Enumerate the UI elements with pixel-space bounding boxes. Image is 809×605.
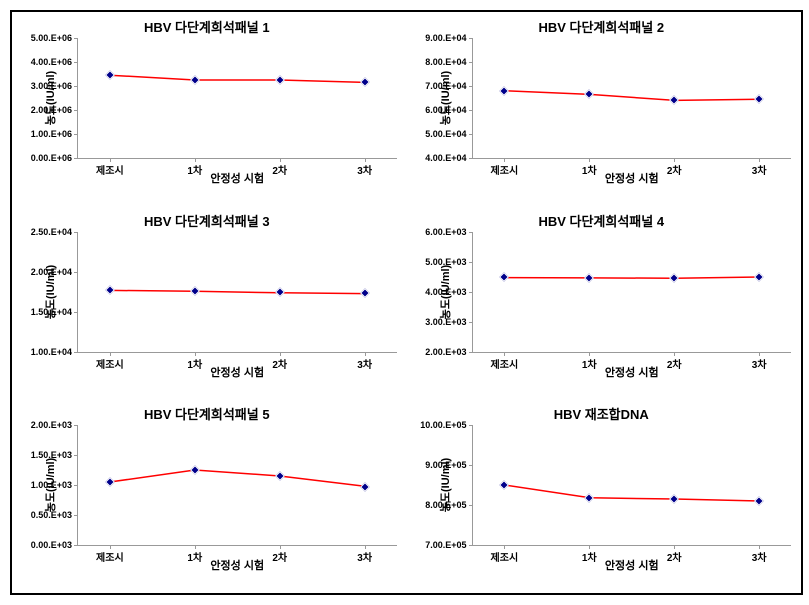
x-tick-label: 2차 <box>667 356 682 371</box>
y-tick-label: 6.00.E+03 <box>425 227 466 237</box>
x-axis-label: 안정성 시험 <box>605 557 659 573</box>
plot-area: 농도(IU/ml)1.00.E+041.50.E+042.00.E+042.50… <box>77 232 397 353</box>
data-layer <box>78 232 397 352</box>
y-tick-label: 9.00.E+05 <box>425 460 466 470</box>
x-axis-label: 안정성 시험 <box>605 170 659 186</box>
chart-panel-1: HBV 다단계희석패널 1농도(IU/ml)0.00.E+061.00.E+06… <box>12 12 407 206</box>
x-tick-label: 3차 <box>752 356 767 371</box>
y-tick-label: 2.50.E+04 <box>31 227 72 237</box>
data-layer <box>78 425 397 545</box>
chart-title: HBV 다단계희석패널 4 <box>412 211 792 230</box>
y-tick-label: 0.00.E+03 <box>31 540 72 550</box>
chart-panel-6: HBV 재조합DNA 농도(IU/ml)7.00.E+058.00.E+059.0… <box>407 399 802 593</box>
chart-panel-5: HBV 다단계희석패널 5 농도(IU/ml)0.00.E+030.50.E+03… <box>12 399 407 593</box>
chart-title: HBV 다단계희석패널 2 <box>412 17 792 36</box>
chart-grid: HBV 다단계희석패널 1농도(IU/ml)0.00.E+061.00.E+06… <box>10 10 803 595</box>
y-tick-label: 3.00.E+03 <box>425 317 466 327</box>
data-layer <box>78 38 397 158</box>
chart-title: HBV 재조합DNA <box>412 404 792 423</box>
chart-title: HBV 다단계희석패널 5 <box>17 404 397 423</box>
y-tick-label: 4.00.E+06 <box>31 57 72 67</box>
chart-panel-2: HBV 다단계희석패널 2농도(IU/ml)4.00.E+045.00.E+04… <box>407 12 802 206</box>
x-tick-label: 2차 <box>667 162 682 177</box>
y-axis-label: 농도(IU/ml) <box>42 71 58 125</box>
chart-title: HBV 다단계희석패널 1 <box>17 17 397 36</box>
x-tick-label: 3차 <box>752 162 767 177</box>
x-axis-label: 안정성 시험 <box>210 557 264 573</box>
y-tick-label: 0.50.E+03 <box>31 510 72 520</box>
chart-panel-3: HBV 다단계희석패널 3 농도(IU/ml)1.00.E+041.50.E+04… <box>12 206 407 400</box>
x-tick-label: 3차 <box>752 549 767 564</box>
plot-area: 농도(IU/ml)2.00.E+033.00.E+034.00.E+035.00… <box>472 232 792 353</box>
x-tick-label: 1차 <box>582 549 597 564</box>
y-tick-label: 1.50.E+04 <box>31 307 72 317</box>
y-tick-label: 10.00.E+05 <box>420 420 466 430</box>
y-tick <box>469 158 473 159</box>
y-tick-label: 8.00.E+04 <box>425 57 466 67</box>
x-axis-label: 안정성 시험 <box>210 364 264 380</box>
x-tick-label: 1차 <box>187 549 202 564</box>
x-tick-label: 3차 <box>357 356 372 371</box>
y-tick-label: 3.00.E+06 <box>31 81 72 91</box>
y-tick-label: 2.00.E+03 <box>425 347 466 357</box>
x-tick-label: 1차 <box>187 162 202 177</box>
y-tick-label: 7.00.E+05 <box>425 540 466 550</box>
data-layer <box>473 38 792 158</box>
y-tick <box>74 352 78 353</box>
data-line <box>110 290 365 293</box>
y-tick-label: 6.00.E+04 <box>425 105 466 115</box>
chart-panel-4: HBV 다단계희석패널 4 농도(IU/ml)2.00.E+033.00.E+03… <box>407 206 802 400</box>
y-tick-label: 2.00.E+04 <box>31 267 72 277</box>
plot-area: 농도(IU/ml)0.00.E+030.50.E+031.00.E+031.50… <box>77 425 397 546</box>
y-tick <box>469 545 473 546</box>
y-tick-label: 8.00.E+05 <box>425 500 466 510</box>
y-tick-label: 4.00.E+03 <box>425 287 466 297</box>
x-tick-label: 제조시 <box>491 549 519 564</box>
data-line <box>504 91 759 101</box>
data-layer <box>473 232 792 352</box>
y-tick <box>74 545 78 546</box>
x-tick-label: 2차 <box>272 162 287 177</box>
x-tick-label: 제조시 <box>96 549 124 564</box>
data-line <box>504 277 759 278</box>
y-tick-label: 2.00.E+06 <box>31 105 72 115</box>
plot-area: 농도(IU/ml)0.00.E+061.00.E+062.00.E+063.00… <box>77 38 397 159</box>
x-tick-label: 제조시 <box>491 162 519 177</box>
y-tick <box>74 158 78 159</box>
x-tick-label: 3차 <box>357 162 372 177</box>
y-tick-label: 1.00.E+04 <box>31 347 72 357</box>
x-tick-label: 3차 <box>357 549 372 564</box>
y-tick-label: 4.00.E+04 <box>425 153 466 163</box>
data-line <box>110 470 365 486</box>
x-tick-label: 2차 <box>272 356 287 371</box>
data-line <box>110 75 365 82</box>
x-tick-label: 제조시 <box>96 162 124 177</box>
x-tick-label: 1차 <box>582 356 597 371</box>
chart-title: HBV 다단계희석패널 3 <box>17 211 397 230</box>
y-tick-label: 5.00.E+06 <box>31 33 72 43</box>
y-tick-label: 7.00.E+04 <box>425 81 466 91</box>
y-tick <box>469 352 473 353</box>
x-axis-label: 안정성 시험 <box>605 364 659 380</box>
data-line <box>504 485 759 501</box>
x-tick-label: 2차 <box>667 549 682 564</box>
y-tick-label: 9.00.E+04 <box>425 33 466 43</box>
x-tick-label: 제조시 <box>491 356 519 371</box>
y-tick-label: 1.00.E+03 <box>31 480 72 490</box>
x-tick-label: 2차 <box>272 549 287 564</box>
y-tick-label: 5.00.E+04 <box>425 129 466 139</box>
plot-area: 농도(IU/ml)7.00.E+058.00.E+059.00.E+0510.0… <box>472 425 792 546</box>
x-tick-label: 1차 <box>582 162 597 177</box>
plot-area: 농도(IU/ml)4.00.E+045.00.E+046.00.E+047.00… <box>472 38 792 159</box>
y-tick-label: 1.50.E+03 <box>31 450 72 460</box>
x-axis-label: 안정성 시험 <box>210 170 264 186</box>
data-layer <box>473 425 792 545</box>
x-tick-label: 제조시 <box>96 356 124 371</box>
y-tick-label: 1.00.E+06 <box>31 129 72 139</box>
y-tick-label: 2.00.E+03 <box>31 420 72 430</box>
y-tick-label: 5.00.E+03 <box>425 257 466 267</box>
y-tick-label: 0.00.E+06 <box>31 153 72 163</box>
x-tick-label: 1차 <box>187 356 202 371</box>
y-axis-label: 농도(IU/ml) <box>437 71 453 125</box>
